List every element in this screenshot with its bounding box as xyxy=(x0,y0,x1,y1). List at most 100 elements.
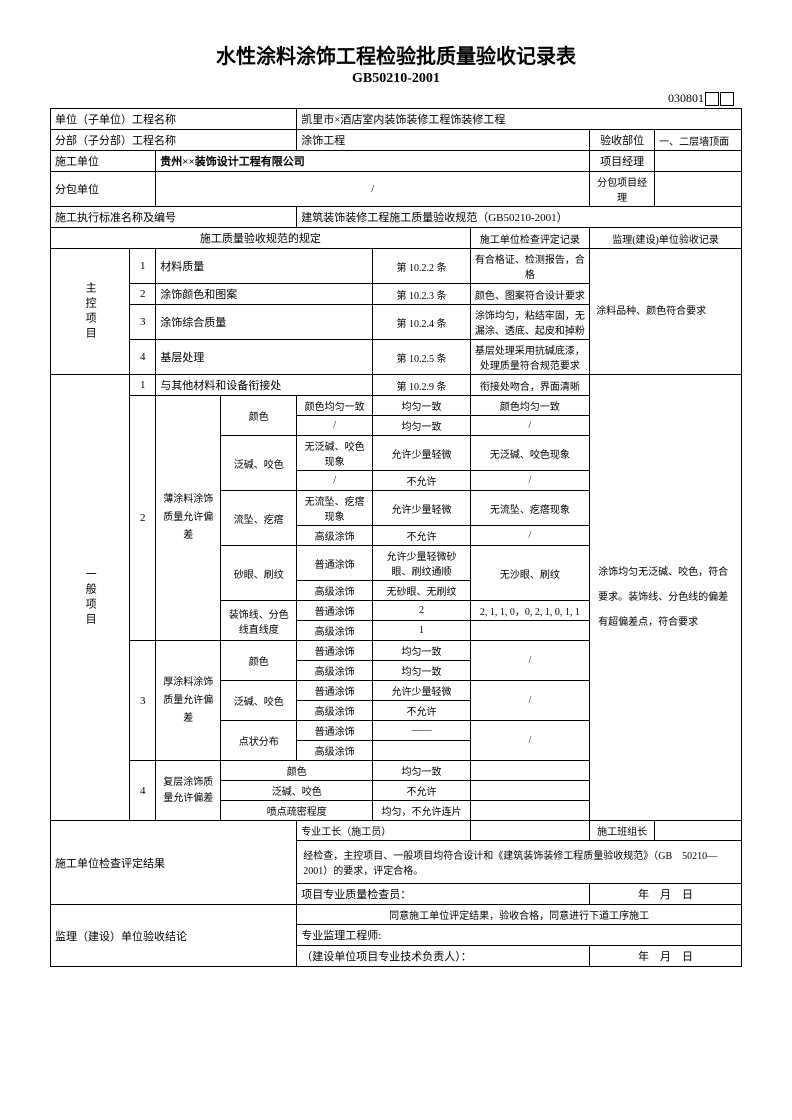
g2r6-sub: 普通涂饰 xyxy=(297,546,373,581)
g3r1-sub: 高级涂饰 xyxy=(297,661,373,681)
std-label: 施工执行标准名称及编号 xyxy=(51,207,297,228)
g4r1-check xyxy=(470,781,589,801)
g2r2-std: 允许少量轻微 xyxy=(373,436,471,471)
pm-val xyxy=(655,151,742,172)
m2-name: 涂饰颜色和图案 xyxy=(156,284,373,305)
team-val xyxy=(655,821,742,841)
g2r8-cat: 装饰线、分色线直线度 xyxy=(221,601,297,641)
subpm-val xyxy=(655,172,742,207)
g4r1-name: 泛碱、咬色 xyxy=(221,781,373,801)
g2r4-cat: 流坠、疙瘩 xyxy=(221,491,297,546)
g4r2-check xyxy=(470,801,589,821)
g3r3-std: 不允许 xyxy=(373,701,471,721)
g2r0-sub: 颜色均匀一致 xyxy=(297,396,373,416)
g1-check: 衔接处吻合，界面清晰 xyxy=(470,375,589,396)
g2r8-std: 2 xyxy=(373,601,471,621)
unit-label: 单位（子单位）工程名称 xyxy=(51,109,297,130)
m3-ref: 第 10.2.4 条 xyxy=(373,305,471,340)
g2r5-std: 不允许 xyxy=(373,526,471,546)
g3r3-sub: 高级涂饰 xyxy=(297,701,373,721)
div-label: 分部（子分部）工程名称 xyxy=(51,130,297,151)
m1-ref: 第 10.2.2 条 xyxy=(373,249,471,284)
g2r3-sub: / xyxy=(297,471,373,491)
g3r4-std: —— xyxy=(373,721,471,741)
col-sup: 监理(建设)单位验收记录 xyxy=(590,228,742,249)
g3r2-std: 允许少量轻微 xyxy=(373,681,471,701)
g3r2-check: / xyxy=(470,681,589,721)
g2r6-check: 无沙眼、刷纹 xyxy=(470,546,589,601)
g3r2-cat: 泛碱、咬色 xyxy=(221,681,297,721)
g2r9-sub: 高级涂饰 xyxy=(297,621,373,641)
g2r9-std: 1 xyxy=(373,621,471,641)
accept-label: 验收部位 xyxy=(590,130,655,151)
g2r6-cat: 砂眼、刷纹 xyxy=(221,546,297,601)
g3-n: 3 xyxy=(130,641,156,761)
m1-n: 1 xyxy=(130,249,156,284)
m2-ref: 第 10.2.3 条 xyxy=(373,284,471,305)
g1-name: 与其他材料和设备衔接处 xyxy=(156,375,373,396)
sup-label: 监理（建设）单位验收结论 xyxy=(51,905,297,967)
g4-group: 复层涂饰质量允许偏差 xyxy=(156,761,221,821)
g2r8-check: 2, 1, 1, 0，0, 2, 1, 0, 1, 1 xyxy=(470,601,589,621)
div-val: 涂饰工程 xyxy=(297,130,590,151)
g2r1-std: 均匀一致 xyxy=(373,416,471,436)
g2r9-check xyxy=(470,621,589,641)
accept-val: 一、二层墙顶面 xyxy=(655,130,742,151)
m2-n: 2 xyxy=(130,284,156,305)
g2r2-check: 无泛碱、咬色现象 xyxy=(470,436,589,471)
checker-date: 年 月 日 xyxy=(590,884,742,905)
g2r1-sub: / xyxy=(297,416,373,436)
m4-check: 基层处理采用抗碱底漆，处理质量符合规范要求 xyxy=(470,340,589,375)
subpm-label: 分包项目经理 xyxy=(590,172,655,207)
m1-name: 材料质量 xyxy=(156,249,373,284)
main-sup: 涂料品种、颜色符合要求 xyxy=(590,249,742,375)
g2-n: 2 xyxy=(130,396,156,641)
g2r1-check: / xyxy=(470,416,589,436)
g3r0-check: / xyxy=(470,641,589,681)
g3r2-sub: 普通涂饰 xyxy=(297,681,373,701)
m2-check: 颜色、图案符合设计要求 xyxy=(470,284,589,305)
constr-label: 施工单位 xyxy=(51,151,156,172)
g2r8-sub: 普通涂饰 xyxy=(297,601,373,621)
fore-val xyxy=(470,821,589,841)
g2r0-std: 均匀一致 xyxy=(373,396,471,416)
result-label: 施工单位检查评定结果 xyxy=(51,821,297,905)
form-table: 单位（子单位）工程名称 凯里市×酒店室内装饰装修工程饰装修工程 分部（子分部）工… xyxy=(50,108,742,967)
g2r0-cat: 颜色 xyxy=(221,396,297,436)
g3-group: 厚涂料涂饰质量允许偏差 xyxy=(156,641,221,761)
g2r5-sub: 高级涂饰 xyxy=(297,526,373,546)
gen-sup: 涂饰均匀无泛碱、咬色，符合要求。装饰线、分色线的偏差有超偏差点，符合要求 xyxy=(590,375,742,821)
g4r1-std: 不允许 xyxy=(373,781,471,801)
checker: 项目专业质量检查员： xyxy=(297,884,590,905)
g2r5-check: / xyxy=(470,526,589,546)
doc-number: 030801 xyxy=(50,91,742,106)
constr-val: 贵州××装饰设计工程有限公司 xyxy=(156,151,590,172)
std-val: 建筑装饰装修工程施工质量验收规范（GB50210-2001） xyxy=(297,207,742,228)
g3r4-sub: 普通涂饰 xyxy=(297,721,373,741)
g2r0-check: 颜色均匀一致 xyxy=(470,396,589,416)
m3-name: 涂饰综合质量 xyxy=(156,305,373,340)
g4r2-std: 均匀，不允许连片 xyxy=(373,801,471,821)
sup-eng: 专业监理工程师: xyxy=(297,925,742,946)
result-text: 经检查，主控项目、一般项目均符合设计和《建筑装饰装修工程质量验收规范》（GB 5… xyxy=(297,841,742,884)
g2r3-check: / xyxy=(470,471,589,491)
m4-ref: 第 10.2.5 条 xyxy=(373,340,471,375)
g3r4-check: / xyxy=(470,721,589,761)
doc-title: 水性涂料涂饰工程检验批质量验收记录表 xyxy=(50,40,742,69)
g3r5-std xyxy=(373,741,471,761)
g2r3-std: 不允许 xyxy=(373,471,471,491)
col-check: 施工单位检查评定记录 xyxy=(470,228,589,249)
m1-check: 有合格证、检测报告，合格 xyxy=(470,249,589,284)
sup-date: 年 月 日 xyxy=(590,946,742,967)
g4r0-check xyxy=(470,761,589,781)
g2r7-sub: 高级涂饰 xyxy=(297,581,373,601)
g2r7-std: 无砂眼、无刷纹 xyxy=(373,581,471,601)
g3r0-std: 均匀一致 xyxy=(373,641,471,661)
sub-label: 分包单位 xyxy=(51,172,156,207)
g2r2-cat: 泛碱、咬色 xyxy=(221,436,297,491)
g1-n: 1 xyxy=(130,375,156,396)
g4r0-std: 均匀一致 xyxy=(373,761,471,781)
m3-n: 3 xyxy=(130,305,156,340)
g3r1-std: 均匀一致 xyxy=(373,661,471,681)
sub-val: / xyxy=(156,172,590,207)
